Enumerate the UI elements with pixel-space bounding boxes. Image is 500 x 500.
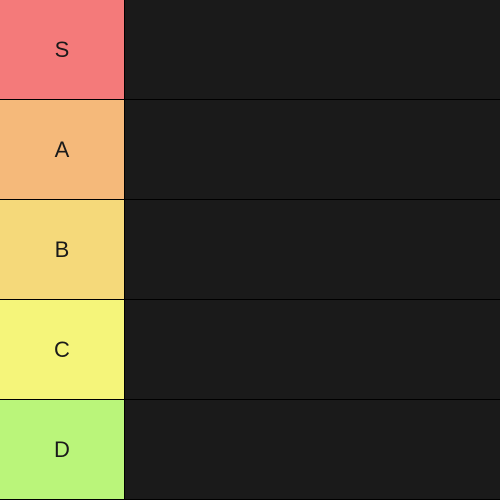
tier-row-c[interactable]: C [0, 300, 500, 400]
tier-row-d[interactable]: D [0, 400, 500, 500]
tier-row-s[interactable]: S [0, 0, 500, 100]
tier-content-d[interactable] [125, 400, 500, 499]
tier-content-a[interactable] [125, 100, 500, 199]
tier-label-c: C [0, 300, 125, 399]
tier-label-d: D [0, 400, 125, 499]
tier-row-a[interactable]: A [0, 100, 500, 200]
tier-label-b: B [0, 200, 125, 299]
tier-label-s: S [0, 0, 125, 99]
tier-content-s[interactable] [125, 0, 500, 99]
tier-label-a: A [0, 100, 125, 199]
tier-list: S A B C D [0, 0, 500, 500]
tier-content-b[interactable] [125, 200, 500, 299]
tier-row-b[interactable]: B [0, 200, 500, 300]
tier-content-c[interactable] [125, 300, 500, 399]
